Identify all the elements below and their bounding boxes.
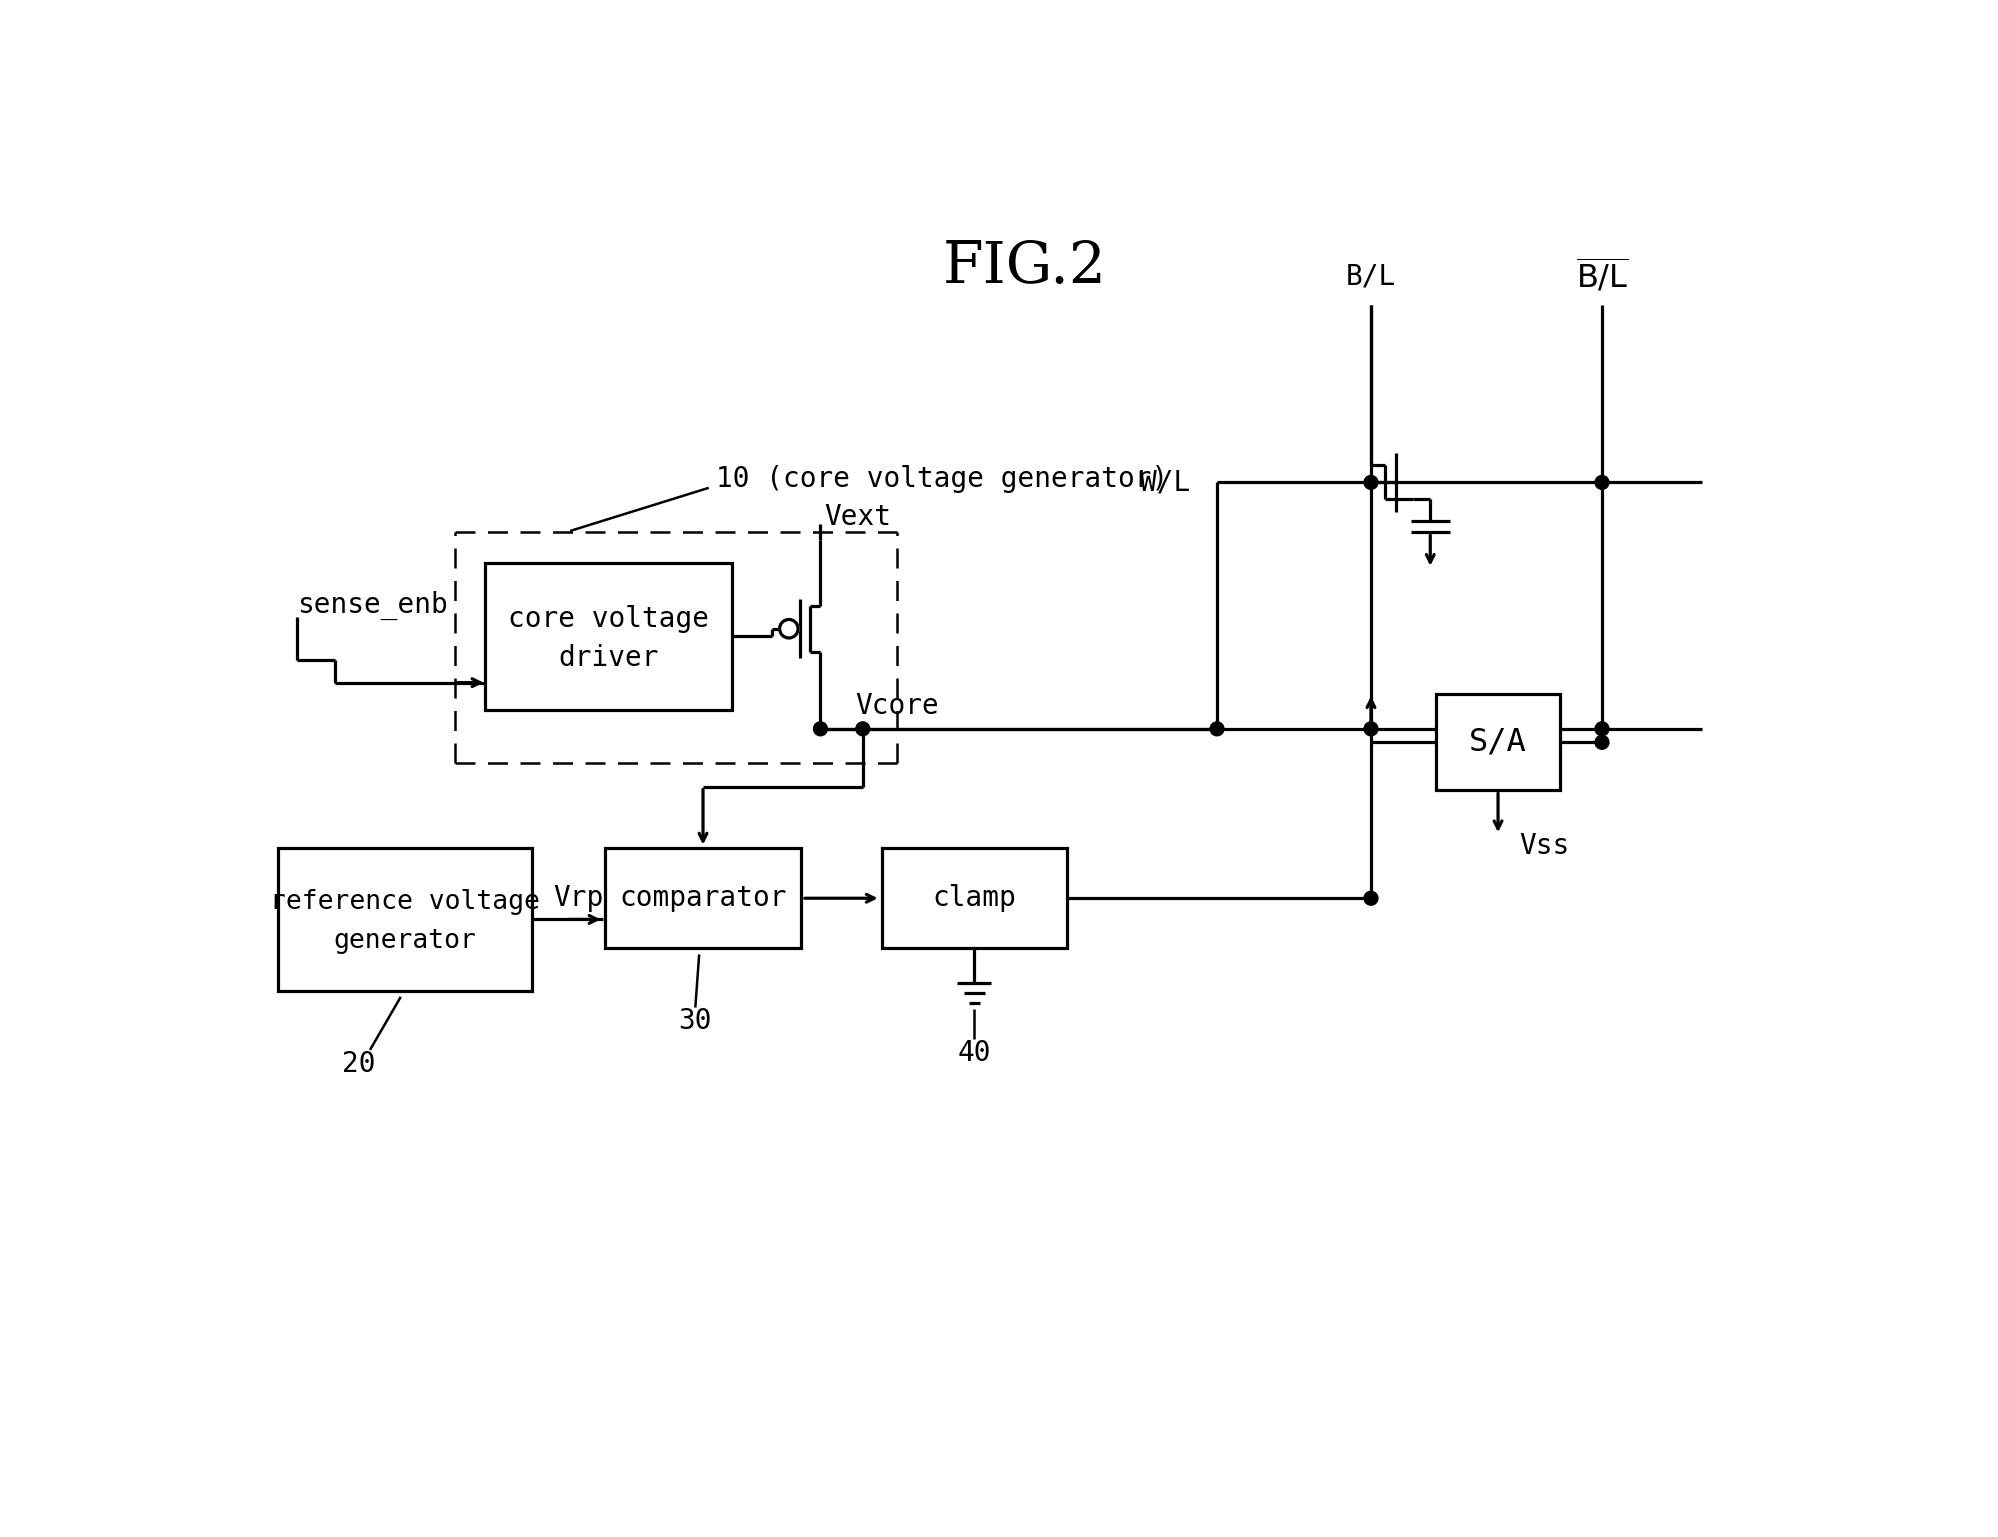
Text: 40: 40 <box>957 1039 991 1067</box>
Circle shape <box>1363 475 1377 489</box>
Text: Vss: Vss <box>1518 832 1568 859</box>
Circle shape <box>855 722 869 736</box>
Text: S/A: S/A <box>1469 727 1526 758</box>
Text: FIG.2: FIG.2 <box>941 238 1107 295</box>
Text: B/L: B/L <box>1345 263 1395 290</box>
Circle shape <box>779 619 797 638</box>
Text: core voltage: core voltage <box>507 606 709 633</box>
Bar <box>278 848 531 991</box>
Text: reference voltage: reference voltage <box>270 890 539 916</box>
Bar <box>486 563 731 710</box>
Circle shape <box>813 722 827 736</box>
Text: 10 (core voltage generator): 10 (core voltage generator) <box>715 464 1169 492</box>
Circle shape <box>1594 475 1608 489</box>
Bar <box>881 848 1067 948</box>
Bar <box>605 848 801 948</box>
Text: $\overline{\rm B/L}$: $\overline{\rm B/L}$ <box>1574 257 1628 295</box>
Circle shape <box>1594 735 1608 749</box>
Text: Vrp: Vrp <box>553 884 603 911</box>
Bar <box>1437 695 1558 790</box>
Circle shape <box>1363 891 1377 905</box>
Circle shape <box>1594 722 1608 736</box>
Text: driver: driver <box>557 644 659 672</box>
Text: sense_enb: sense_enb <box>296 592 448 621</box>
Text: 20: 20 <box>342 1050 376 1077</box>
Text: comparator: comparator <box>619 884 787 913</box>
Circle shape <box>1209 722 1223 736</box>
Text: generator: generator <box>334 928 476 954</box>
Text: Vcore: Vcore <box>855 692 939 719</box>
Text: Vext: Vext <box>823 503 891 532</box>
Circle shape <box>1363 722 1377 736</box>
Text: 30: 30 <box>677 1007 711 1036</box>
Text: clamp: clamp <box>933 884 1015 913</box>
Text: W/L: W/L <box>1139 469 1189 496</box>
